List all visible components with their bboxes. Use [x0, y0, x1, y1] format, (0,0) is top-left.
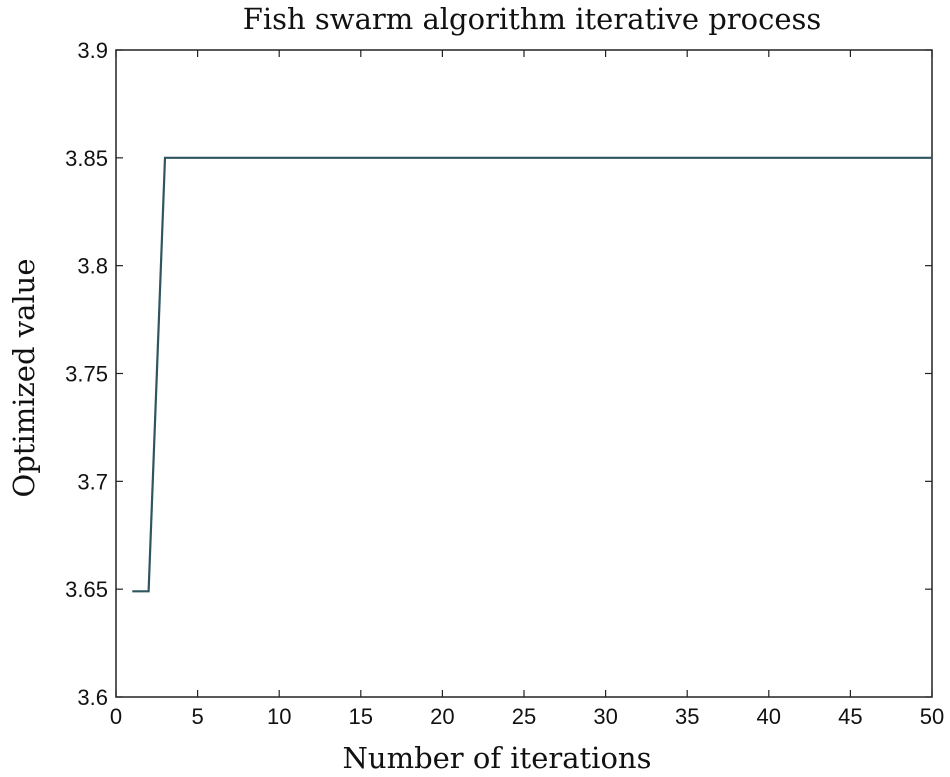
- x-tick-label: 20: [430, 704, 454, 729]
- y-tick-label: 3.9: [77, 38, 108, 63]
- y-axis: 3.6 3.65 3.7 3.75 3.8 3.85 3.9: [65, 38, 932, 710]
- x-tick-label: 0: [110, 704, 122, 729]
- y-tick-label: 3.7: [77, 469, 108, 494]
- x-tick-label: 5: [191, 704, 203, 729]
- y-tick-label: 3.75: [65, 362, 108, 387]
- y-tick-label: 3.65: [65, 577, 108, 602]
- x-tick-label: 35: [675, 704, 699, 729]
- x-axis-label: Number of iterations: [343, 741, 652, 775]
- y-tick-label: 3.6: [77, 685, 108, 710]
- y-tick-label: 3.8: [77, 254, 108, 279]
- x-tick-label: 40: [757, 704, 781, 729]
- y-tick-label: 3.85: [65, 146, 108, 171]
- series-line-0: [132, 156, 932, 593]
- x-tick-label: 45: [838, 704, 862, 729]
- x-tick-label: 50: [920, 704, 944, 729]
- plot-frame: [115, 49, 933, 698]
- x-axis: 0 5 10 15 20 25 30 35 40 45 50: [110, 50, 944, 729]
- x-tick-label: 15: [349, 704, 373, 729]
- x-tick-label: 10: [267, 704, 291, 729]
- x-tick-label: 25: [512, 704, 536, 729]
- x-tick-label: 30: [593, 704, 617, 729]
- series-layer: [132, 156, 932, 593]
- y-axis-label: Optimized value: [7, 258, 41, 497]
- chart-title: Fish swarm algorithm iterative process: [243, 2, 822, 36]
